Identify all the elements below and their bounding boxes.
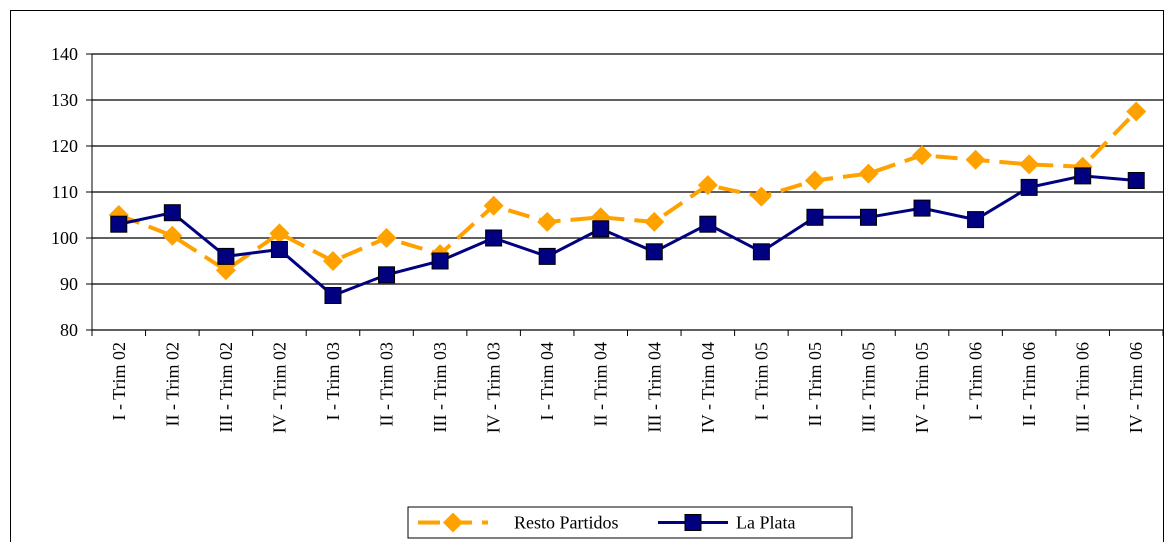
y-tick-label: 90 [60,274,78,294]
marker [162,225,183,246]
marker [752,243,770,261]
marker [1127,172,1145,189]
marker [592,220,610,238]
marker [378,266,396,284]
x-tick-label: I - Trim 05 [751,342,771,421]
x-tick-label: I - Trim 02 [109,342,129,421]
x-tick-label: II - Trim 03 [377,342,397,427]
series-line [118,110,1138,273]
y-tick-label: 100 [51,228,78,248]
marker [806,208,824,226]
marker [1020,178,1038,196]
marker [1126,101,1147,122]
marker [645,243,663,261]
x-tick-label: IV - Trim 06 [1126,342,1146,433]
y-tick-label: 140 [51,44,78,64]
series-line [118,174,1137,298]
x-tick-label: I - Trim 04 [537,342,557,421]
x-tick-label: IV - Trim 05 [912,342,932,433]
marker [270,241,288,258]
x-tick-label: IV - Trim 04 [698,342,718,433]
y-tick-label: 120 [51,136,78,156]
marker [858,163,879,184]
marker [324,287,342,304]
x-tick-label: II - Trim 04 [591,342,611,427]
x-tick-label: I - Trim 03 [323,342,343,421]
chart-border [10,10,1164,542]
marker [1074,167,1092,185]
x-tick-label: II - Trim 06 [1019,342,1039,427]
marker [485,229,503,247]
marker [322,251,343,271]
x-tick-label: III - Trim 04 [644,342,664,433]
marker [751,186,772,207]
marker [215,260,236,281]
marker [431,252,449,270]
marker [859,208,877,226]
y-tick-label: 130 [51,90,78,110]
x-tick-label: III - Trim 06 [1073,342,1093,433]
x-tick-label: III - Trim 03 [430,342,450,433]
marker [376,228,397,248]
x-tick-label: IV - Trim 03 [484,342,504,433]
legend-marker [684,514,702,531]
marker [967,211,985,229]
marker [1019,154,1040,175]
x-tick-label: IV - Trim 02 [269,342,289,433]
marker [804,170,825,191]
marker [217,247,235,265]
x-tick-label: III - Trim 05 [858,342,878,433]
marker [537,211,558,232]
marker [699,215,717,233]
marker [912,145,933,166]
legend-label: La Plata [736,513,795,533]
legend-label: Resto Partidos [514,513,619,533]
legend-marker [443,512,463,533]
marker [538,247,556,265]
marker [644,211,665,232]
marker [697,175,718,196]
marker [483,195,504,216]
marker [110,215,128,233]
x-tick-label: I - Trim 06 [966,342,986,421]
x-tick-label: II - Trim 05 [805,342,825,427]
marker [163,204,181,222]
marker [913,199,931,217]
y-tick-label: 80 [60,320,78,340]
x-tick-label: III - Trim 02 [216,342,236,433]
marker [269,223,290,244]
x-tick-label: II - Trim 02 [162,342,182,427]
y-tick-label: 110 [52,182,78,202]
marker [965,149,986,170]
